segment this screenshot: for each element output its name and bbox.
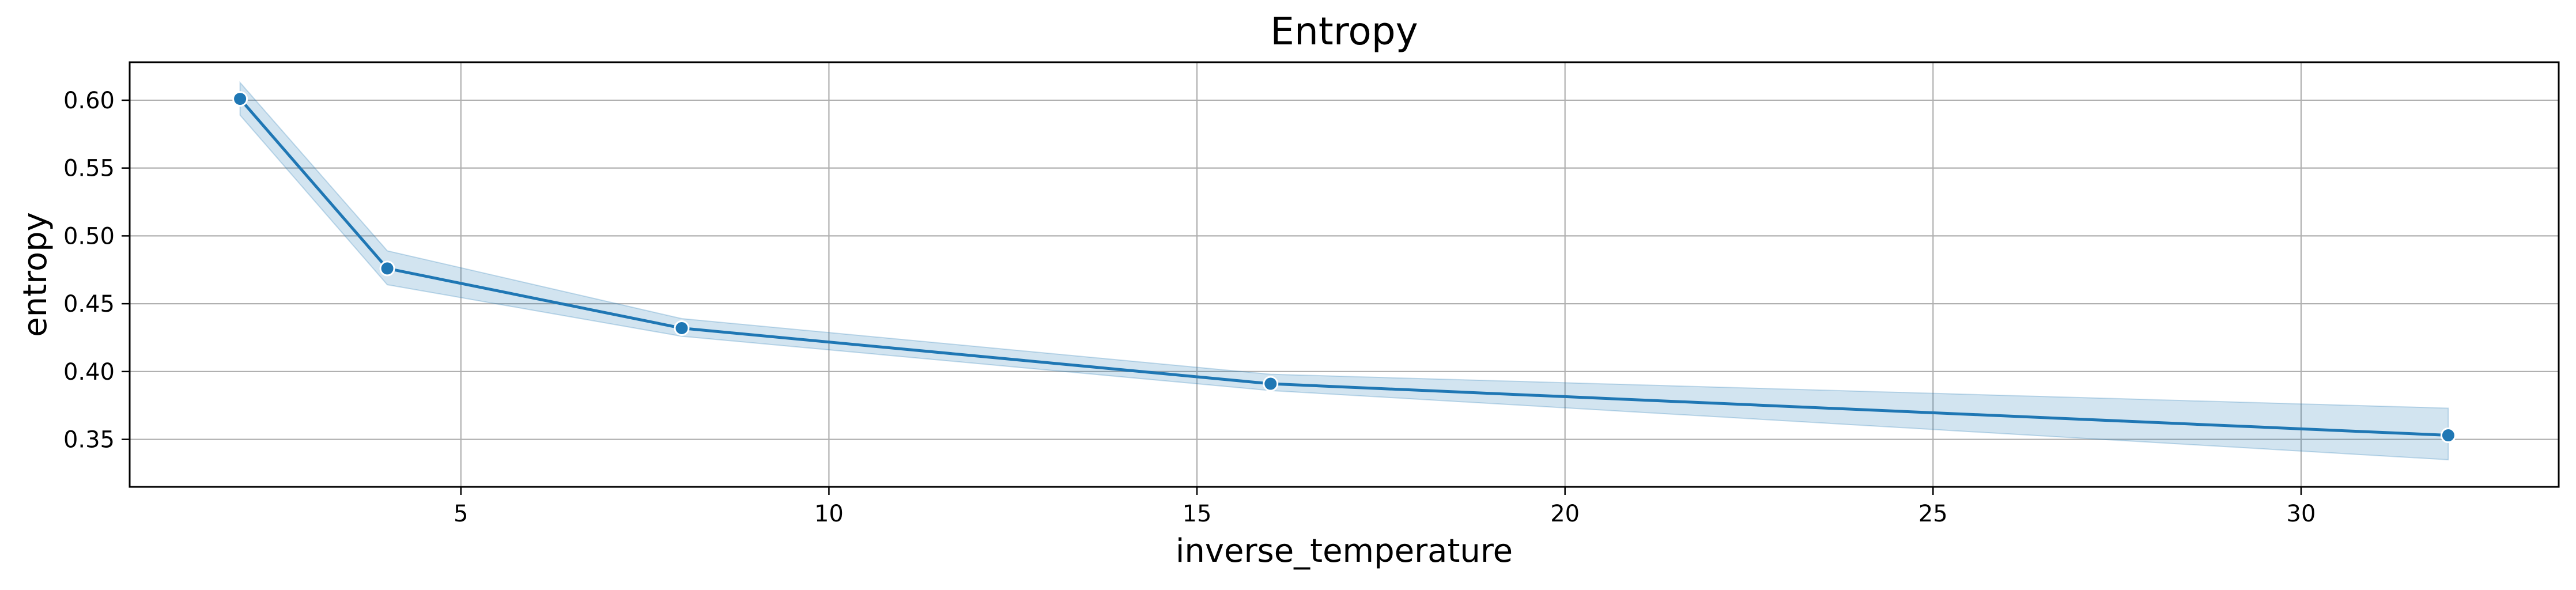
x-axis-ticks: 5 10 15 20 25 30 bbox=[454, 487, 2316, 527]
y-tick-label: 0.40 bbox=[63, 359, 115, 385]
plot-frame bbox=[129, 61, 2560, 488]
x-tick-label: 15 bbox=[1183, 501, 1212, 527]
x-tick-label: 10 bbox=[814, 501, 844, 527]
chart-title: Entropy bbox=[1270, 9, 1418, 54]
x-tick-label: 5 bbox=[454, 501, 468, 527]
y-tick-label: 0.45 bbox=[63, 291, 115, 317]
y-tick-label: 0.55 bbox=[63, 156, 115, 182]
grid bbox=[130, 62, 2559, 487]
y-tick-label: 0.60 bbox=[63, 88, 115, 114]
data-point bbox=[232, 91, 248, 107]
data-point bbox=[674, 320, 690, 336]
data-point bbox=[379, 260, 395, 277]
data-point bbox=[1263, 376, 1279, 392]
y-axis-ticks: 0.35 0.40 0.45 0.50 0.55 0.60 bbox=[63, 88, 130, 453]
y-tick-label: 0.50 bbox=[63, 223, 115, 249]
y-tick-label: 0.35 bbox=[63, 427, 115, 453]
x-tick-label: 30 bbox=[2287, 501, 2316, 527]
confidence-band-layer bbox=[239, 81, 2449, 460]
data-point-layer bbox=[232, 91, 2456, 444]
x-tick-label: 20 bbox=[1550, 501, 1580, 527]
y-axis-label: entropy bbox=[17, 212, 54, 337]
x-tick-label: 25 bbox=[1918, 501, 1948, 527]
confidence-band bbox=[239, 81, 2449, 460]
x-axis-label: inverse_temperature bbox=[1176, 532, 1513, 570]
data-point bbox=[2440, 428, 2456, 444]
